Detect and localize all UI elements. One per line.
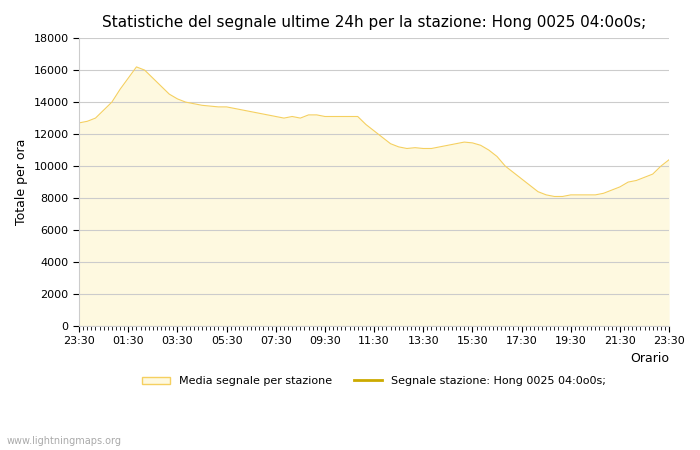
X-axis label: Orario: Orario (630, 352, 669, 365)
Legend: Media segnale per stazione, Segnale stazione: Hong 0025 04:0o0s;: Media segnale per stazione, Segnale staz… (138, 372, 610, 391)
Y-axis label: Totale per ora: Totale per ora (15, 139, 28, 225)
Title: Statistiche del segnale ultime 24h per la stazione: Hong 0025 04:0o0s;: Statistiche del segnale ultime 24h per l… (102, 15, 646, 30)
Text: www.lightningmaps.org: www.lightningmaps.org (7, 436, 122, 446)
